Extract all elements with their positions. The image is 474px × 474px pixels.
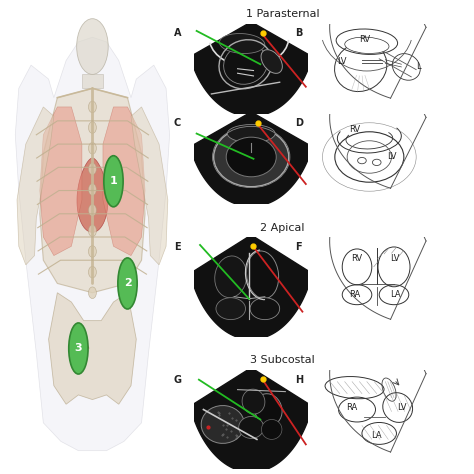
Polygon shape <box>131 107 168 265</box>
Text: RV: RV <box>351 255 363 264</box>
Ellipse shape <box>242 389 265 414</box>
Circle shape <box>69 323 88 374</box>
Circle shape <box>104 155 123 207</box>
Text: 1 Parasternal: 1 Parasternal <box>246 9 319 19</box>
Polygon shape <box>103 107 145 255</box>
Polygon shape <box>40 107 82 255</box>
Text: 3 Subcostal: 3 Subcostal <box>250 355 315 365</box>
Polygon shape <box>17 107 54 265</box>
Text: LV: LV <box>337 57 347 66</box>
Ellipse shape <box>261 50 283 73</box>
Polygon shape <box>48 293 137 404</box>
Text: LA: LA <box>390 290 401 299</box>
Text: G: G <box>174 374 182 385</box>
Polygon shape <box>190 235 312 339</box>
Polygon shape <box>40 88 145 293</box>
Polygon shape <box>77 158 108 232</box>
Ellipse shape <box>89 266 96 278</box>
Text: F: F <box>295 242 302 252</box>
Circle shape <box>118 258 137 309</box>
Text: RV: RV <box>349 126 360 135</box>
Circle shape <box>214 128 289 187</box>
Ellipse shape <box>239 417 264 438</box>
Polygon shape <box>190 368 312 472</box>
Ellipse shape <box>345 37 389 54</box>
Text: LV: LV <box>391 255 400 264</box>
Ellipse shape <box>250 298 280 319</box>
Text: 2: 2 <box>124 278 131 289</box>
Circle shape <box>226 137 276 177</box>
Text: LA: LA <box>372 431 382 440</box>
Text: L: L <box>416 63 421 72</box>
Ellipse shape <box>219 34 265 54</box>
Polygon shape <box>15 37 170 451</box>
Text: A: A <box>174 28 182 38</box>
Ellipse shape <box>89 122 96 133</box>
Polygon shape <box>190 112 312 207</box>
Text: E: E <box>174 242 181 252</box>
Ellipse shape <box>77 18 108 74</box>
Text: B: B <box>295 28 303 38</box>
Ellipse shape <box>89 101 96 113</box>
Ellipse shape <box>216 298 246 319</box>
Text: RV: RV <box>359 36 370 45</box>
Ellipse shape <box>255 394 282 425</box>
Text: LV: LV <box>397 403 406 412</box>
Ellipse shape <box>89 184 96 195</box>
Ellipse shape <box>89 246 96 257</box>
Ellipse shape <box>89 225 96 237</box>
Text: LV: LV <box>387 153 396 162</box>
Text: C: C <box>174 118 181 128</box>
Ellipse shape <box>228 125 275 143</box>
Ellipse shape <box>262 419 282 439</box>
Text: RA: RA <box>349 290 360 299</box>
Ellipse shape <box>89 204 96 216</box>
Text: RA: RA <box>346 403 358 412</box>
Text: 1: 1 <box>109 176 118 186</box>
Ellipse shape <box>89 287 96 299</box>
Ellipse shape <box>89 163 96 175</box>
Polygon shape <box>190 22 312 117</box>
Text: D: D <box>295 118 303 128</box>
Ellipse shape <box>215 256 247 298</box>
Text: 3: 3 <box>74 344 82 354</box>
Text: H: H <box>295 374 303 385</box>
Text: 2 Apical: 2 Apical <box>261 222 305 233</box>
Ellipse shape <box>246 251 279 299</box>
Ellipse shape <box>224 44 267 84</box>
Ellipse shape <box>201 406 245 443</box>
Ellipse shape <box>89 142 96 154</box>
Polygon shape <box>82 74 103 88</box>
